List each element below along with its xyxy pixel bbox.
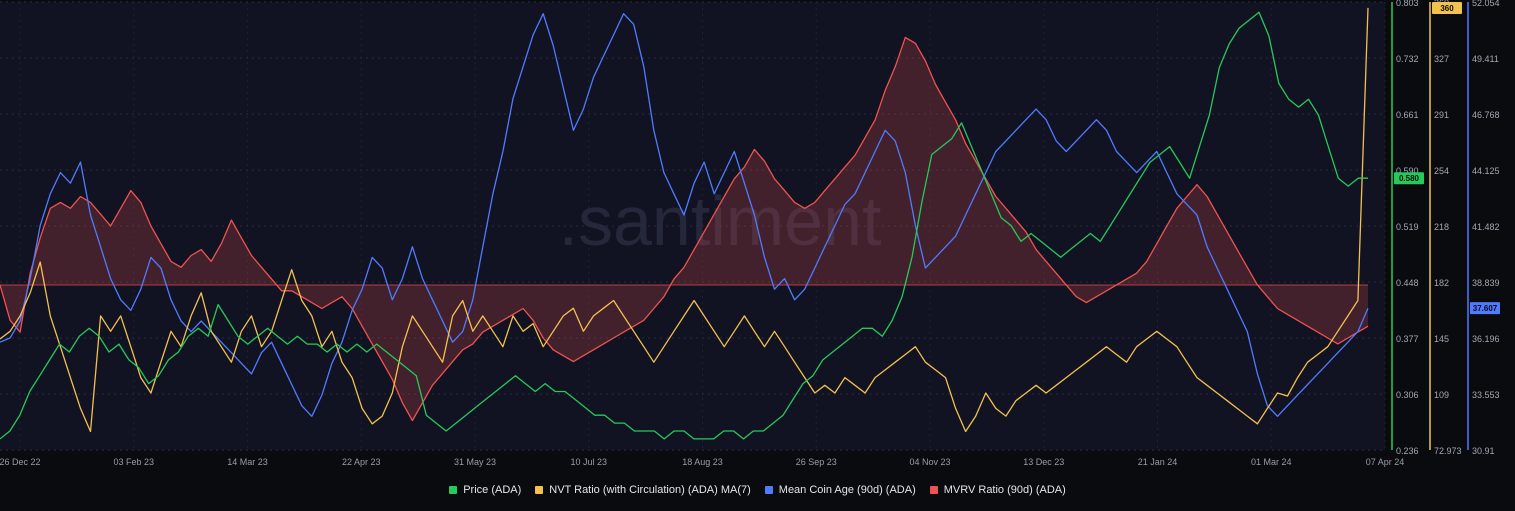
x-tick-label: 26 Sep 23 [796,457,837,467]
series-line-price [0,11,1368,440]
axis-tick-coinage: 33.553 [1472,390,1500,400]
axis-tick-coinage: 41.482 [1472,222,1500,232]
watermark: .santiment [559,182,882,260]
legend-item[interactable]: Mean Coin Age (90d) (ADA) [764,484,916,496]
legend-label: NVT Ratio (with Circulation) (ADA) MA(7) [549,484,751,496]
x-tick-label: 03 Feb 23 [113,457,154,467]
axis-tick-nvt: 291 [1434,110,1449,120]
legend-label: Mean Coin Age (90d) (ADA) [778,484,916,496]
axis-tick-price: 0.236 [1396,446,1419,456]
axis-tick-price: 0.448 [1396,278,1419,288]
legend-label: MVRV Ratio (90d) (ADA) [943,484,1066,496]
axis-tick-price: 0.306 [1396,390,1419,400]
x-tick-label: 10 Jul 23 [570,457,607,467]
legend-swatch [929,486,938,494]
value-badge-text-price: 0.580 [1399,174,1420,183]
axis-tick-price: 0.803 [1396,0,1419,8]
axis-tick-price: 0.519 [1396,222,1419,232]
axis-tick-nvt: 109 [1434,390,1449,400]
legend-swatch [764,486,773,494]
legend-item[interactable]: NVT Ratio (with Circulation) (ADA) MA(7) [535,484,751,496]
axis-tick-coinage: 49.411 [1472,54,1499,64]
chart-svg: .santiment 26 Dec 22 03 Feb 23 14 Mar 23 22 … [0,0,1500,467]
value-badge-coinage [1470,302,1500,315]
axis-tick-nvt: 218 [1434,222,1449,232]
axis-tick-coinage: 38.839 [1472,278,1500,288]
axis-tick-coinage: 46.768 [1472,110,1500,120]
x-tick-label: 31 May 23 [454,457,496,467]
x-tick-label: 14 Mar 23 [227,457,268,467]
axis-tick-price: 0.661 [1396,110,1419,120]
axis-tick-nvt: 72.973 [1434,446,1462,456]
axis-tick-coinage: 36.196 [1472,334,1500,344]
x-tick-label: 18 Aug 23 [682,457,723,467]
series-line-mvrv [0,36,1369,422]
x-tick-label: 01 Mar 24 [1251,457,1292,467]
x-tick-label: 21 Jan 24 [1138,457,1178,467]
chart-legend: Price (ADA) NVT Ratio (with Circulation) … [0,484,1515,496]
axis-tick-price: 0.590 [1396,166,1419,176]
axis-tick-coinage: 52.054 [1472,0,1500,8]
value-badge-text-nvt: 360 [1440,4,1454,13]
axis-tick-nvt: 145 [1434,334,1449,344]
value-badge-price [1394,172,1424,185]
x-tick-label: 26 Dec 22 [0,457,41,467]
axis-tick-nvt: 254 [1434,166,1449,176]
axis-tick-nvt: 327 [1434,54,1449,64]
x-tick-label: 04 Nov 23 [909,457,950,467]
axis-tick-price: 0.732 [1396,54,1419,64]
value-badge-nvt [1432,2,1462,14]
series-line-nvt [0,7,1369,433]
series-line-coinage [0,13,1369,417]
axis-tick-nvt: 182 [1434,278,1449,288]
legend-swatch [449,486,458,494]
axis-tick-coinage: 44.125 [1472,166,1500,176]
axis-tick-price: 0.377 [1396,334,1419,344]
legend-item[interactable]: Price (ADA) [449,484,521,496]
x-tick-label: 07 Apr 24 [1366,457,1405,467]
legend-label: Price (ADA) [463,484,522,496]
plot-area [0,2,1385,450]
legend-swatch [535,486,544,494]
value-badge-text-coinage: 37.607 [1473,304,1498,313]
axis-tick-coinage: 30.91 [1472,446,1495,456]
x-tick-label: 22 Apr 23 [342,457,381,467]
x-tick-label: 13 Dec 23 [1023,457,1064,467]
legend-item[interactable]: MVRV Ratio (90d) (ADA) [929,484,1066,496]
